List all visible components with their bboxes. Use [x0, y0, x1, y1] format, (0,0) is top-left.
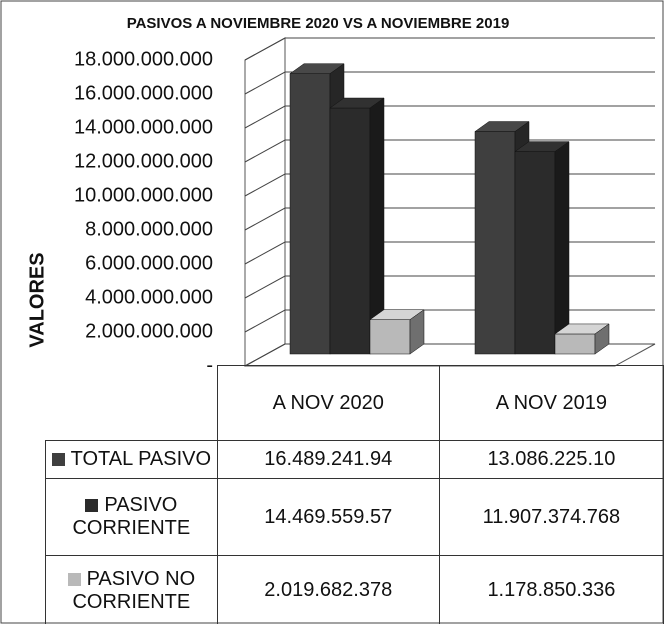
legend-swatch [85, 499, 99, 513]
empty-cell [45, 365, 218, 441]
legend-label: TOTAL PASIVO [70, 448, 212, 470]
y-tick-label: 8.000.000.000 [85, 218, 213, 240]
y-axis-label: VALORES [26, 252, 48, 347]
y-tick-label: 2.000.000.000 [85, 320, 213, 342]
bar [369, 319, 411, 355]
bar [329, 107, 371, 355]
value-cell: 2.019.682.378 [216, 555, 440, 624]
y-tick-label: 14.000.000.000 [74, 116, 213, 138]
value-cell: 16.489.241.94 [216, 440, 440, 479]
legend-label: PASIVO NO CORRIENTE [72, 567, 196, 613]
data-table: A NOV 2020 A NOV 2019 TOTAL PASIVO 16.48… [45, 365, 664, 624]
value-cell: 11.907.374.768 [438, 478, 664, 556]
y-tick-label: 18.000.000.000 [74, 48, 213, 70]
bar-side [554, 141, 570, 355]
y-tick-label: 4.000.000.000 [85, 286, 213, 308]
grid-line [244, 105, 655, 129]
side-wall [244, 37, 286, 367]
bar [514, 151, 556, 355]
bar-side [594, 323, 610, 355]
legend-cell: PASIVO NO CORRIENTE [45, 555, 218, 624]
legend-cell: TOTAL PASIVO [45, 440, 218, 479]
legend-label: PASIVO CORRIENTE [72, 494, 191, 539]
grid-line [244, 37, 655, 61]
category: A NOV 2020 [216, 365, 440, 441]
y-tick-label: 12.000.000.000 [74, 150, 213, 172]
bar [474, 131, 516, 355]
legend-cell: PASIVO CORRIENTE [45, 478, 218, 556]
bar [289, 73, 331, 355]
y-tick-label: 6.000.000.000 [85, 252, 213, 274]
bar [554, 333, 596, 355]
legend-swatch [67, 572, 81, 586]
category: A NOV 2019 [438, 365, 664, 441]
grid-line [244, 139, 655, 163]
value-cell: 14.469.559.57 [216, 478, 440, 556]
chart-title: PASIVOS A NOVIEMBRE 2020 VS A NOVIEMBRE … [127, 15, 510, 32]
grid-line [244, 71, 655, 95]
legend-swatch [51, 453, 65, 467]
y-tick-label: 16.000.000.000 [74, 82, 213, 104]
y-tick-label: 10.000.000.000 [74, 184, 213, 206]
value-cell: 13.086.225.10 [438, 440, 664, 479]
value-cell: 1.178.850.336 [438, 555, 664, 624]
y-tick-label: - [206, 354, 213, 376]
bar-side [409, 309, 425, 355]
